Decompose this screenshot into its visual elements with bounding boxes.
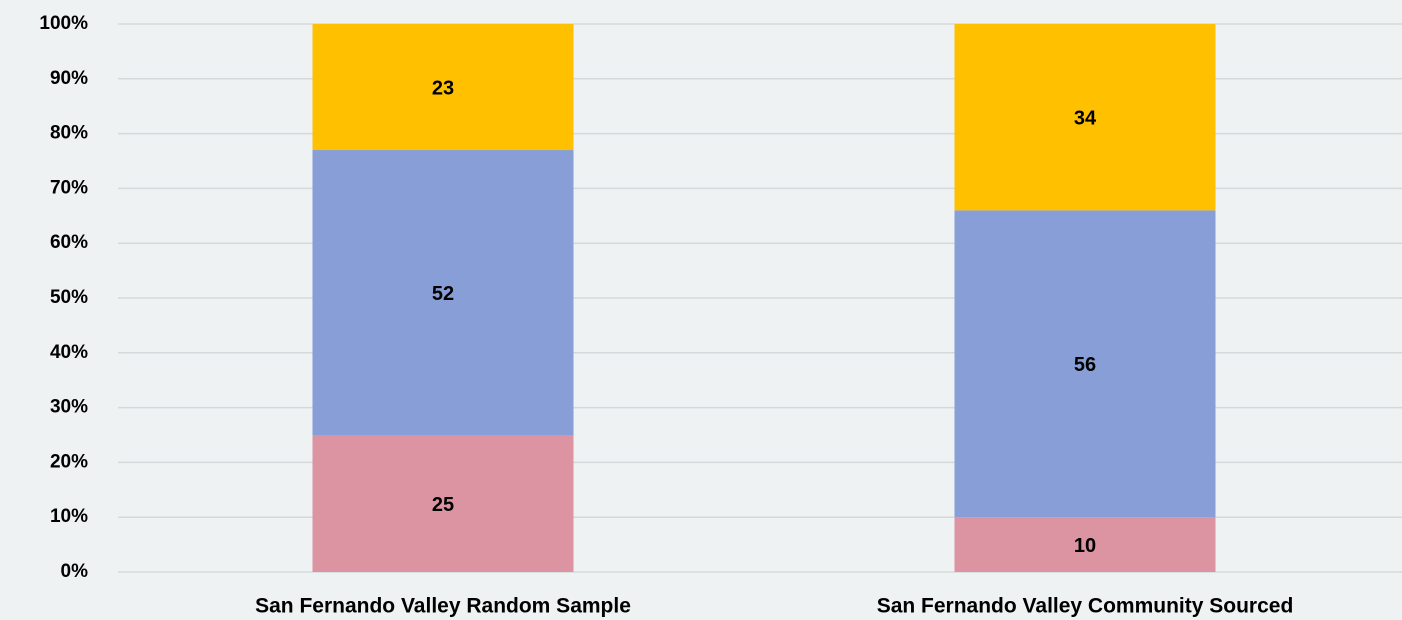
y-tick-label: 60% bbox=[50, 232, 88, 253]
y-tick-label: 90% bbox=[50, 68, 88, 89]
y-tick-label: 30% bbox=[50, 397, 88, 418]
x-tick-label: San Fernando Valley Community Sourced bbox=[877, 595, 1294, 618]
y-tick-label: 80% bbox=[50, 123, 88, 144]
data-label: 10 bbox=[1074, 535, 1096, 557]
bar-segment bbox=[954, 517, 1216, 572]
x-tick-label: San Fernando Valley Random Sample bbox=[255, 595, 631, 618]
data-label: 25 bbox=[432, 494, 454, 516]
data-label: 52 bbox=[432, 283, 454, 305]
y-tick-label: 70% bbox=[50, 177, 88, 198]
y-tick-label: 50% bbox=[50, 287, 88, 308]
data-label: 34 bbox=[1074, 107, 1097, 129]
y-tick-label: 0% bbox=[61, 561, 89, 582]
data-label: 56 bbox=[1074, 354, 1096, 376]
y-tick-label: 40% bbox=[50, 342, 88, 363]
bar-segment bbox=[954, 24, 1216, 211]
y-tick-label: 10% bbox=[50, 506, 88, 527]
bar-segment bbox=[954, 210, 1216, 518]
y-tick-label: 20% bbox=[50, 451, 88, 472]
bar-segment bbox=[312, 150, 574, 436]
data-label: 23 bbox=[432, 77, 454, 99]
bar-segment bbox=[312, 24, 574, 151]
y-tick-label: 100% bbox=[39, 13, 88, 34]
bar-segment bbox=[312, 435, 574, 572]
